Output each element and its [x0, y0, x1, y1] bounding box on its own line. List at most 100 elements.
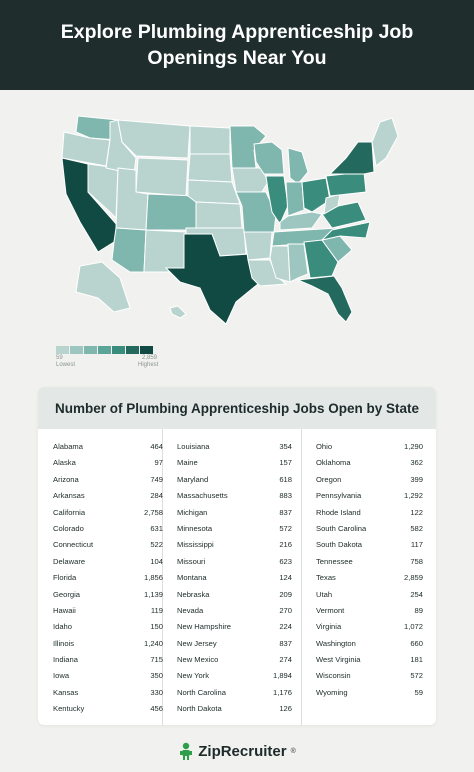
job-count: 1,292: [403, 491, 423, 501]
table-row: Hawaii 119: [53, 603, 163, 619]
state-name: Utah: [316, 589, 333, 599]
table-column-1: Alabama 464 Alaska 97 Arizona 749 Arkansas 284 C…: [53, 439, 163, 718]
table-row: Georgia 1,139: [53, 587, 163, 603]
table-row: Rhode Island 122: [316, 505, 423, 521]
state-name: Nebraska: [177, 589, 210, 599]
table-row: Ohio 1,290: [316, 439, 423, 455]
job-count: 117: [410, 540, 423, 550]
job-count: 582: [410, 523, 423, 533]
job-count: 1,240: [143, 638, 163, 648]
registered-mark: ®: [290, 747, 296, 755]
job-count: 274: [279, 655, 292, 665]
job-count: 270: [279, 605, 292, 615]
legend-low-label: Lowest: [56, 362, 76, 368]
legend-swatch: [98, 346, 111, 354]
state-south-dakota: [187, 153, 233, 183]
job-count: 618: [279, 474, 292, 484]
job-count: 522: [150, 540, 163, 550]
state-name: Connecticut: [53, 540, 94, 550]
state-name: Arizona: [53, 474, 79, 484]
job-count: 631: [150, 523, 163, 533]
table-row: New Jersey 837: [177, 636, 292, 652]
state-name: Indiana: [53, 655, 78, 665]
state-mississippi: [269, 245, 291, 283]
state-name: South Carolina: [316, 523, 367, 533]
table-row: Delaware 104: [53, 554, 163, 570]
job-count: 150: [150, 622, 163, 632]
legend-swatch: [56, 346, 69, 354]
table-row: Mississippi 216: [177, 537, 292, 553]
table-row: Iowa 350: [53, 668, 163, 684]
table-row: Florida 1,856: [53, 570, 163, 586]
state-name: California: [53, 507, 86, 517]
state-louisiana: [247, 259, 288, 287]
job-count: 89: [414, 605, 423, 615]
table-row: Pennsylvania 1,292: [316, 488, 423, 504]
table-row: Tennessee 758: [316, 554, 423, 570]
state-georgia: [303, 239, 339, 279]
state-pennsylvania: [325, 171, 367, 197]
table-row: Alaska 97: [53, 455, 163, 471]
table-row: Montana 124: [177, 570, 292, 586]
state-kansas: [195, 201, 243, 229]
state-name: Minnesota: [177, 523, 213, 533]
job-count: 2,758: [143, 507, 163, 517]
state-name: Florida: [53, 573, 77, 583]
state-new-england: [371, 117, 399, 167]
table-row: Maine 157: [177, 455, 292, 471]
table-row: Wisconsin 572: [316, 668, 423, 684]
job-count: 883: [279, 491, 292, 501]
job-count: 456: [150, 704, 163, 714]
state-name: Oregon: [316, 474, 342, 484]
state-name: Louisiana: [177, 442, 210, 451]
state-name: Kentucky: [53, 704, 85, 714]
state-name: Illinois: [53, 638, 75, 648]
table-row: New Mexico 274: [177, 652, 292, 668]
table-row: Arizona 749: [53, 472, 163, 488]
state-colorado: [145, 193, 197, 231]
state-name: Wyoming: [316, 687, 348, 697]
job-count: 1,856: [143, 573, 163, 583]
state-name: Oklahoma: [316, 458, 351, 468]
legend-high-label: Highest: [138, 362, 159, 368]
job-count: 623: [279, 556, 292, 566]
job-count: 284: [150, 491, 163, 501]
job-count: 572: [279, 523, 292, 533]
table-row: Maryland 618: [177, 472, 292, 488]
job-count: 749: [150, 474, 163, 484]
table-row: Oregon 399: [316, 472, 423, 488]
map-legend: 59 Lowest 2,859 Highest: [56, 346, 166, 374]
table-column-3: Ohio 1,290 Oklahoma 362 Oregon 399 Pennsylvani…: [316, 439, 423, 701]
legend-swatch: [140, 346, 153, 354]
state-hawaii: [169, 305, 187, 319]
state-name: South Dakota: [316, 540, 363, 550]
job-count: 350: [150, 671, 163, 681]
us-map-svg: [61, 115, 399, 325]
table-row: New Hampshire 224: [177, 619, 292, 635]
table-row: Connecticut 522: [53, 537, 163, 553]
state-montana: [117, 119, 191, 159]
job-count: 224: [279, 622, 292, 632]
state-name: Wisconsin: [316, 671, 351, 681]
state-arizona: [111, 227, 147, 273]
table-row: Kansas 330: [53, 685, 163, 701]
state-name: North Carolina: [177, 687, 226, 697]
table-heading: Number of Plumbing Apprenticeship Jobs O…: [38, 387, 436, 429]
state-name: Nevada: [177, 605, 204, 615]
page-header: Explore Plumbing Apprenticeship Job Open…: [0, 0, 474, 90]
state-name: Mississippi: [177, 540, 214, 550]
table-row: Massachusetts 883: [177, 488, 292, 504]
state-name: Texas: [316, 573, 336, 583]
state-name: New York: [177, 671, 210, 681]
state-wyoming: [135, 157, 189, 197]
job-count: 97: [154, 458, 163, 468]
job-count: 362: [410, 458, 423, 468]
job-count: 254: [410, 589, 423, 599]
table-row: Michigan 837: [177, 505, 292, 521]
job-count: 715: [150, 655, 163, 665]
legend-min-label: 59: [56, 355, 63, 361]
jobs-table-panel: Number of Plumbing Apprenticeship Jobs O…: [38, 387, 436, 725]
job-count: 59: [414, 687, 423, 697]
state-ohio: [301, 177, 331, 213]
job-count: 1,894: [272, 671, 292, 681]
